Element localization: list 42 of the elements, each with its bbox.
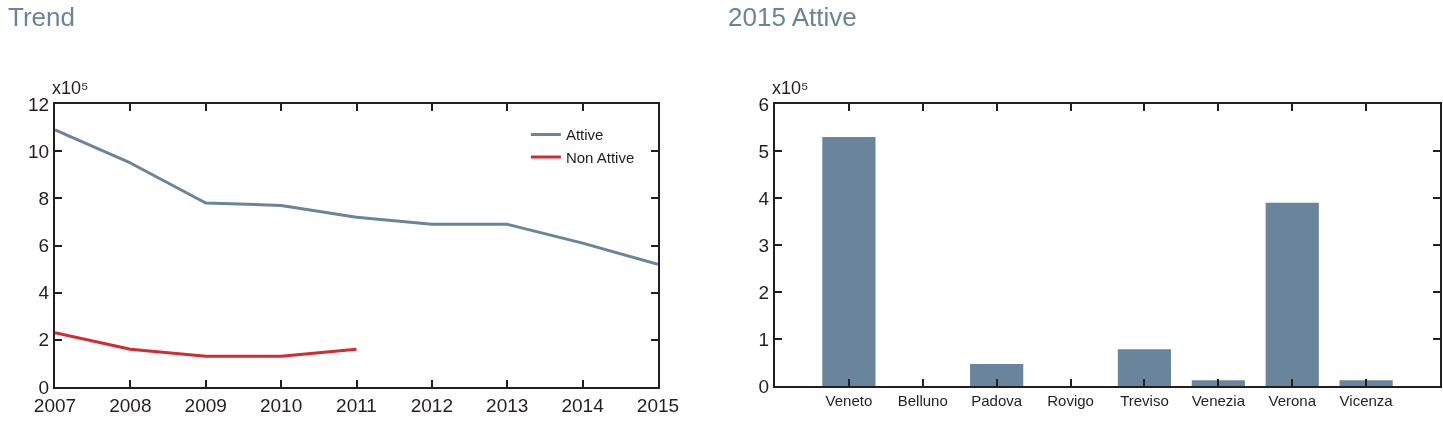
x-tick-label: Belluno: [897, 392, 948, 409]
y-tick-label: 6: [38, 235, 50, 257]
x-tick-label: Venezia: [1191, 392, 1246, 409]
x-tick-label: 2015: [636, 394, 680, 416]
x-tick-label: 2010: [259, 394, 303, 416]
y-tick-label: 4: [38, 282, 50, 304]
line-series: [55, 128, 658, 266]
bar: [1191, 380, 1245, 386]
x-tick-label: 2008: [109, 394, 152, 416]
legend-label: Non Attive: [565, 148, 635, 166]
y-tick-label: 8: [38, 187, 50, 209]
y-tick-label: 3: [758, 234, 770, 256]
x-tick-label: 2011: [336, 394, 377, 416]
chart-title: 2015 Attive: [728, 2, 857, 33]
y-tick-label: 4: [758, 187, 770, 209]
y-tick-label: 6: [758, 93, 770, 115]
x-tick-label: 2014: [561, 394, 605, 416]
y-tick-label: 0: [758, 375, 770, 397]
x-tick-label: Veneto: [825, 392, 873, 409]
y-tick-label: 12: [28, 93, 50, 115]
x-tick-label: 2009: [184, 394, 227, 416]
bar: [1339, 380, 1393, 386]
bar: [822, 136, 876, 386]
chart-title: Trend: [8, 2, 75, 33]
y-tick-label: 2: [38, 329, 50, 351]
y-axis-title: x10⁵: [772, 78, 809, 98]
y-tick-label: 2: [758, 281, 770, 303]
y-tick-label: 10: [28, 140, 50, 162]
x-tick-label: Padova: [971, 392, 1023, 409]
legend-label: Attive: [565, 126, 604, 144]
y-tick-label: 1: [758, 328, 770, 350]
x-tick-label: Verona: [1268, 392, 1317, 409]
y-axis-title: x10⁵: [52, 78, 89, 98]
y-tick-label: 5: [758, 140, 770, 162]
bar: [970, 363, 1024, 386]
bar: [1117, 349, 1172, 386]
x-tick-label: 2013: [486, 394, 529, 416]
x-tick-label: Rovigo: [1047, 392, 1094, 409]
bar: [1265, 202, 1319, 386]
x-tick-label: 2012: [410, 394, 454, 416]
x-tick-label: Vicenza: [1339, 392, 1394, 409]
x-tick-label: Treviso: [1120, 392, 1169, 409]
